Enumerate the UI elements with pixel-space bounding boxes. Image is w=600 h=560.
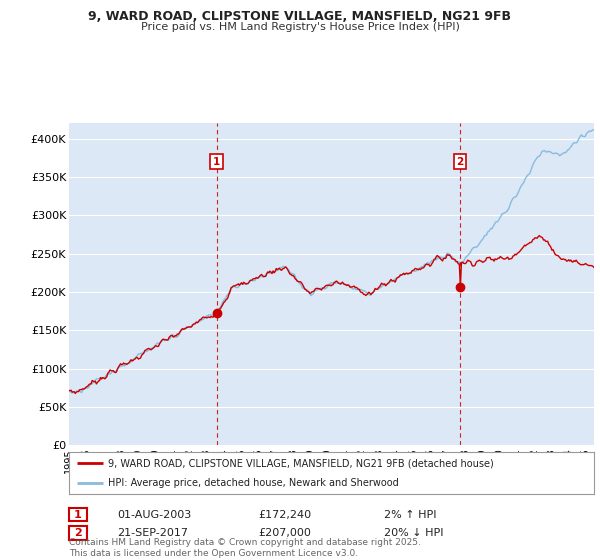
Text: 20% ↓ HPI: 20% ↓ HPI bbox=[384, 528, 443, 538]
Text: 1: 1 bbox=[74, 510, 82, 520]
Text: 2: 2 bbox=[457, 157, 464, 167]
Text: £207,000: £207,000 bbox=[258, 528, 311, 538]
Text: 2% ↑ HPI: 2% ↑ HPI bbox=[384, 510, 437, 520]
Text: 9, WARD ROAD, CLIPSTONE VILLAGE, MANSFIELD, NG21 9FB (detached house): 9, WARD ROAD, CLIPSTONE VILLAGE, MANSFIE… bbox=[109, 458, 494, 468]
Text: 2: 2 bbox=[74, 528, 82, 538]
Text: Price paid vs. HM Land Registry's House Price Index (HPI): Price paid vs. HM Land Registry's House … bbox=[140, 22, 460, 32]
Text: 1: 1 bbox=[213, 157, 220, 167]
Text: £172,240: £172,240 bbox=[258, 510, 311, 520]
Text: 9, WARD ROAD, CLIPSTONE VILLAGE, MANSFIELD, NG21 9FB: 9, WARD ROAD, CLIPSTONE VILLAGE, MANSFIE… bbox=[89, 10, 511, 23]
Text: 01-AUG-2003: 01-AUG-2003 bbox=[117, 510, 191, 520]
Text: 21-SEP-2017: 21-SEP-2017 bbox=[117, 528, 188, 538]
Text: HPI: Average price, detached house, Newark and Sherwood: HPI: Average price, detached house, Newa… bbox=[109, 478, 399, 488]
Text: Contains HM Land Registry data © Crown copyright and database right 2025.
This d: Contains HM Land Registry data © Crown c… bbox=[69, 538, 421, 558]
